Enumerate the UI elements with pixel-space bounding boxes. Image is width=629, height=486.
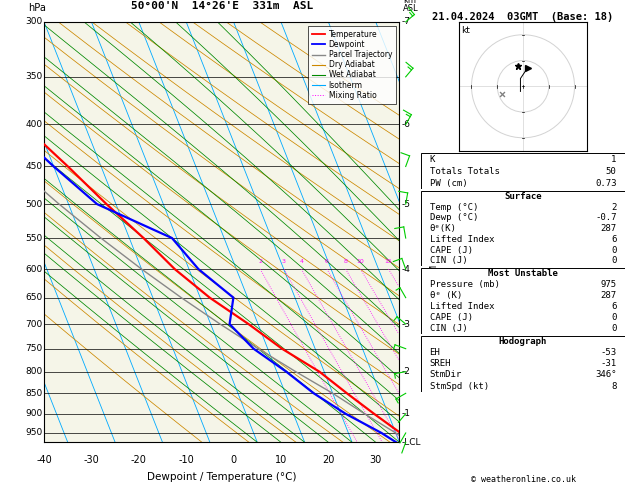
Text: 287: 287 xyxy=(600,291,616,300)
Text: θᵉ(K): θᵉ(K) xyxy=(430,224,457,233)
Text: Totals Totals: Totals Totals xyxy=(430,167,499,175)
Text: 900: 900 xyxy=(25,409,42,418)
Text: Dewp (°C): Dewp (°C) xyxy=(430,213,478,223)
Text: -31: -31 xyxy=(600,359,616,368)
Text: Most Unstable: Most Unstable xyxy=(488,269,558,278)
Text: -6: -6 xyxy=(401,120,410,129)
Text: -2: -2 xyxy=(401,367,410,376)
FancyBboxPatch shape xyxy=(421,191,625,266)
Text: 350: 350 xyxy=(25,72,42,81)
FancyBboxPatch shape xyxy=(421,153,625,189)
Text: © weatheronline.co.uk: © weatheronline.co.uk xyxy=(470,474,576,484)
Text: CIN (J): CIN (J) xyxy=(430,257,467,265)
Text: -4: -4 xyxy=(401,264,410,274)
Text: 450: 450 xyxy=(25,162,42,171)
Text: 2: 2 xyxy=(259,259,262,264)
Text: EH: EH xyxy=(430,348,440,357)
Text: 3: 3 xyxy=(282,259,286,264)
Text: -3: -3 xyxy=(401,320,410,329)
Text: Surface: Surface xyxy=(504,192,542,201)
Text: 850: 850 xyxy=(25,389,42,398)
Text: -40: -40 xyxy=(36,455,52,465)
Text: 0: 0 xyxy=(611,246,616,255)
Text: Lifted Index: Lifted Index xyxy=(430,302,494,311)
Text: 800: 800 xyxy=(25,367,42,376)
Text: PW (cm): PW (cm) xyxy=(430,178,467,188)
Text: 1: 1 xyxy=(611,155,616,164)
FancyBboxPatch shape xyxy=(421,268,625,334)
Text: -1: -1 xyxy=(401,409,410,418)
Text: 15: 15 xyxy=(385,259,392,264)
Text: 950: 950 xyxy=(25,429,42,437)
Text: -10: -10 xyxy=(178,455,194,465)
Text: θᵉ (K): θᵉ (K) xyxy=(430,291,462,300)
Text: 300: 300 xyxy=(25,17,42,26)
Text: -53: -53 xyxy=(600,348,616,357)
Text: km
ASL: km ASL xyxy=(403,0,418,14)
Text: 650: 650 xyxy=(25,293,42,302)
Legend: Temperature, Dewpoint, Parcel Trajectory, Dry Adiabat, Wet Adiabat, Isotherm, Mi: Temperature, Dewpoint, Parcel Trajectory… xyxy=(308,26,396,104)
Text: kt: kt xyxy=(461,26,470,35)
Text: 346°: 346° xyxy=(595,370,616,380)
Text: 975: 975 xyxy=(600,280,616,289)
Text: 750: 750 xyxy=(25,344,42,353)
Text: StmDir: StmDir xyxy=(430,370,462,380)
Text: hPa: hPa xyxy=(28,3,46,14)
Text: 8: 8 xyxy=(611,382,616,391)
Text: 50: 50 xyxy=(606,167,616,175)
Text: 0: 0 xyxy=(611,257,616,265)
Text: Dewpoint / Temperature (°C): Dewpoint / Temperature (°C) xyxy=(147,472,296,482)
Text: 21.04.2024  03GMT  (Base: 18): 21.04.2024 03GMT (Base: 18) xyxy=(432,12,614,22)
Text: 10: 10 xyxy=(357,259,364,264)
Text: -LCL: -LCL xyxy=(401,438,421,447)
Text: CAPE (J): CAPE (J) xyxy=(430,246,472,255)
FancyBboxPatch shape xyxy=(421,336,625,392)
Text: 0: 0 xyxy=(611,324,616,333)
Text: SREH: SREH xyxy=(430,359,451,368)
Text: 2: 2 xyxy=(611,203,616,211)
Text: 6: 6 xyxy=(611,235,616,244)
Text: Temp (°C): Temp (°C) xyxy=(430,203,478,211)
Text: Hodograph: Hodograph xyxy=(499,337,547,346)
Text: -20: -20 xyxy=(131,455,147,465)
Text: StmSpd (kt): StmSpd (kt) xyxy=(430,382,489,391)
Text: 0: 0 xyxy=(230,455,237,465)
Text: 20: 20 xyxy=(322,455,335,465)
Text: Pressure (mb): Pressure (mb) xyxy=(430,280,499,289)
Text: 600: 600 xyxy=(25,264,42,274)
Text: 10: 10 xyxy=(275,455,287,465)
Text: -30: -30 xyxy=(84,455,99,465)
Text: 6: 6 xyxy=(325,259,329,264)
Text: K: K xyxy=(430,155,435,164)
Text: 550: 550 xyxy=(25,234,42,243)
Text: 30: 30 xyxy=(370,455,382,465)
Text: CIN (J): CIN (J) xyxy=(430,324,467,333)
Text: -7: -7 xyxy=(401,17,410,26)
Text: CAPE (J): CAPE (J) xyxy=(430,313,472,322)
Text: 500: 500 xyxy=(25,200,42,208)
Text: -5: -5 xyxy=(401,200,410,208)
Text: 0.73: 0.73 xyxy=(595,178,616,188)
Text: 8: 8 xyxy=(343,259,348,264)
Text: 287: 287 xyxy=(600,224,616,233)
Text: 6: 6 xyxy=(611,302,616,311)
Text: -0.7: -0.7 xyxy=(595,213,616,223)
Text: 400: 400 xyxy=(25,120,42,129)
Text: 0: 0 xyxy=(611,313,616,322)
Text: 50°00'N  14°26'E  331m  ASL: 50°00'N 14°26'E 331m ASL xyxy=(131,1,313,11)
Text: Lifted Index: Lifted Index xyxy=(430,235,494,244)
Text: Mixing Ratio (g/kg): Mixing Ratio (g/kg) xyxy=(430,192,440,272)
Text: 700: 700 xyxy=(25,320,42,329)
Text: 4: 4 xyxy=(299,259,303,264)
